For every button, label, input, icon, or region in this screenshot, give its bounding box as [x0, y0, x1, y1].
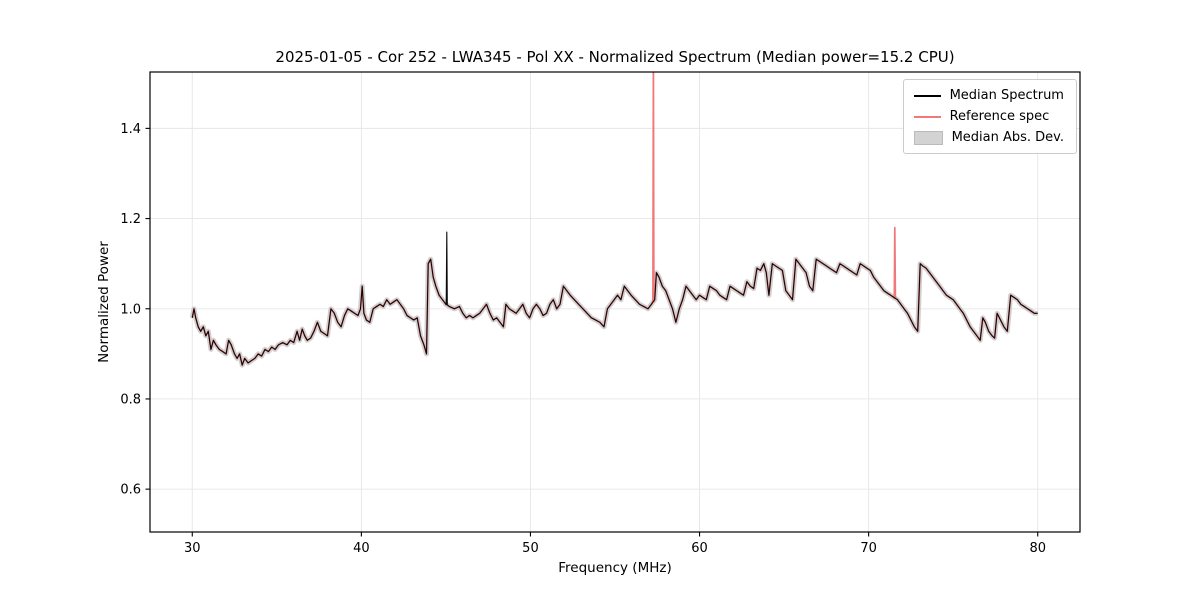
y-tick-label: 0.8	[120, 392, 141, 407]
y-axis-label: Normalized Power	[96, 241, 112, 363]
plot-frame	[149, 71, 1081, 533]
legend-item-median-abs-dev: Median Abs. Dev.	[913, 130, 1064, 145]
y-tick-label: 1.2	[120, 212, 141, 227]
legend-item-reference-spec: Reference spec	[913, 109, 1064, 124]
legend-item-median-spectrum: Median Spectrum	[913, 88, 1064, 103]
x-tick-label: 60	[691, 541, 708, 556]
legend-label-mad: Median Abs. Dev.	[951, 130, 1064, 145]
median-spectrum-series	[191, 231, 1038, 366]
y-tick-label: 0.6	[120, 483, 141, 498]
legend: Median Spectrum Reference spec Median Ab…	[902, 79, 1077, 154]
mad-patch-sample-icon	[913, 130, 943, 145]
chart-title: 2025-01-05 - Cor 252 - LWA345 - Pol XX -…	[275, 48, 955, 66]
x-tick-label: 40	[353, 541, 370, 556]
reference-line-sample-icon	[913, 115, 941, 118]
x-axis-label: Frequency (MHz)	[558, 560, 672, 576]
y-tick-label: 1.0	[120, 302, 141, 317]
x-tick-label: 50	[522, 541, 539, 556]
x-tick-label: 80	[1029, 541, 1046, 556]
legend-label-reference: Reference spec	[949, 109, 1050, 124]
mad-band-series	[189, 256, 1038, 368]
x-tick-label: 70	[860, 541, 877, 556]
median-line-sample-icon	[913, 94, 941, 97]
y-tick-label: 1.4	[120, 122, 141, 137]
legend-label-median: Median Spectrum	[949, 88, 1064, 103]
x-tick-label: 30	[184, 541, 201, 556]
